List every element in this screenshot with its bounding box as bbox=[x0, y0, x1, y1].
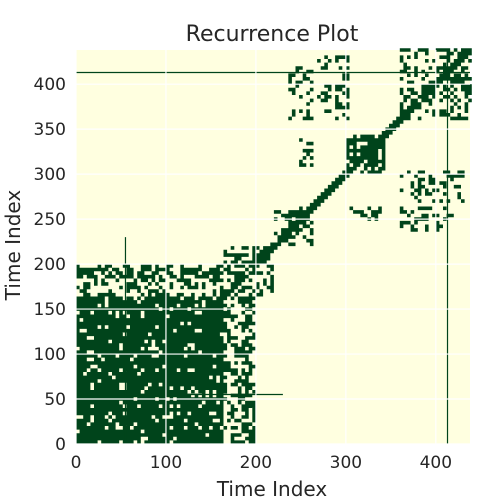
y-tick-label: 300 bbox=[34, 165, 66, 185]
x-tick-label: 300 bbox=[330, 453, 362, 473]
x-axis-label: Time Index bbox=[216, 477, 328, 500]
y-tick-label: 250 bbox=[34, 210, 66, 230]
y-tick-label: 400 bbox=[34, 75, 66, 95]
chart-title: Recurrence Plot bbox=[186, 22, 359, 47]
x-tick-label: 100 bbox=[150, 453, 182, 473]
x-axis-ticks: 0 100 200 300 400 bbox=[71, 453, 452, 473]
y-axis-ticks: 0 50 100 150 200 250 300 350 400 bbox=[34, 75, 66, 455]
y-tick-label: 200 bbox=[34, 255, 66, 275]
y-tick-label: 350 bbox=[34, 120, 66, 140]
y-axis-label: Time Index bbox=[1, 190, 25, 302]
plot-area bbox=[76, 48, 472, 444]
y-tick-label: 50 bbox=[44, 390, 66, 410]
x-tick-label: 200 bbox=[240, 453, 272, 473]
y-tick-label: 0 bbox=[55, 435, 66, 455]
y-tick-label: 100 bbox=[34, 345, 66, 365]
x-tick-label: 0 bbox=[71, 453, 82, 473]
x-tick-label: 400 bbox=[420, 453, 452, 473]
y-tick-label: 150 bbox=[34, 300, 66, 320]
